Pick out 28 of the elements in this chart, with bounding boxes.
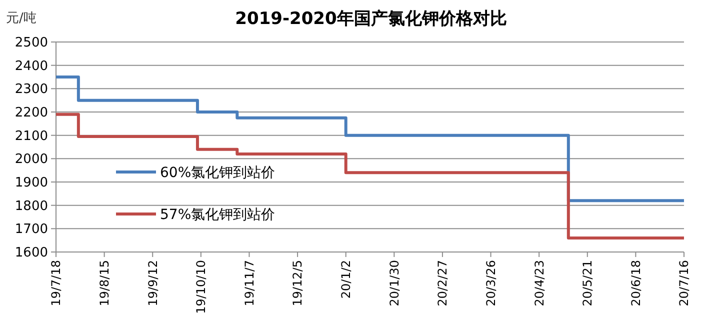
x-tick-label: 19/11/7 xyxy=(242,260,256,306)
x-tick-label: 19/12/5 xyxy=(290,260,305,306)
y-tick-label: 2500 xyxy=(14,36,48,51)
x-tick-label: 19/8/15 xyxy=(98,260,112,306)
y-tick-label: 2100 xyxy=(14,128,48,144)
x-tick-label: 19/9/12 xyxy=(146,260,160,306)
y-tick-label: 1700 xyxy=(14,222,48,238)
y-tick-label: 2000 xyxy=(14,152,48,168)
x-tick-label: 20/1/2 xyxy=(339,260,354,299)
y-axis-title: 元/吨 xyxy=(6,11,36,26)
x-tick-label: 20/6/18 xyxy=(628,260,643,306)
y-tick-label: 1800 xyxy=(14,198,48,214)
x-tick-label: 20/7/16 xyxy=(677,260,692,306)
legend-label: 60%氯化钾到站价 xyxy=(160,164,276,181)
x-tick-label: 20/5/21 xyxy=(580,260,595,306)
legend-label: 57%氯化钾到站价 xyxy=(160,206,276,223)
x-tick-label: 20/3/26 xyxy=(484,260,498,306)
y-tick-label: 1600 xyxy=(14,246,48,261)
x-tick-label: 20/1/30 xyxy=(387,260,402,306)
x-tick-label: 19/7/18 xyxy=(49,260,64,306)
y-tick-label: 2300 xyxy=(14,82,48,98)
chart-title: 2019-2020年国产氯化钾价格对比 xyxy=(235,9,507,29)
x-tick-label: 19/10/10 xyxy=(194,260,208,314)
y-tick-label: 1900 xyxy=(14,176,48,191)
x-tick-label: 20/4/23 xyxy=(532,260,546,306)
y-tick-label: 2200 xyxy=(14,106,48,121)
y-tick-label: 2400 xyxy=(14,58,48,74)
x-tick-label: 20/2/27 xyxy=(436,260,450,306)
